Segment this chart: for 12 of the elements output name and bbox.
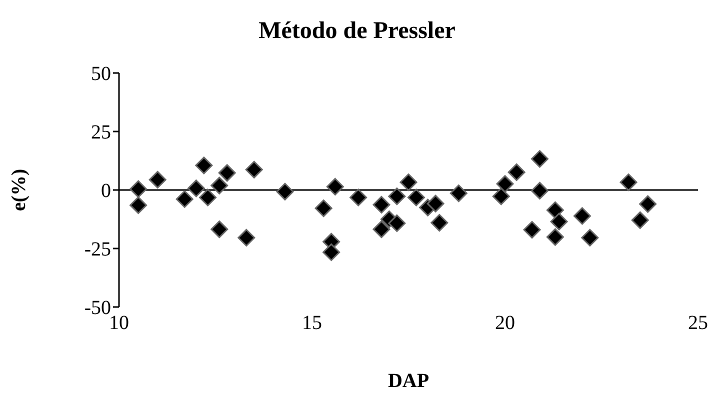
y-axis-title: e(%) [8,168,30,212]
y-tick-label: 50 [91,63,111,86]
y-tick-label: 0 [101,180,111,202]
x-axis-title: DAP [388,370,430,392]
x-tick-label: 10 [109,312,129,334]
y-tick-label: -25 [84,238,111,261]
y-tick-label: 25 [91,122,111,144]
x-tick-label: 20 [495,312,515,334]
chart-title: Método de Pressler [258,18,456,45]
x-tick-label: 25 [688,312,708,334]
x-tick-label: 15 [302,312,322,334]
y-tick-label: -50 [84,297,111,320]
